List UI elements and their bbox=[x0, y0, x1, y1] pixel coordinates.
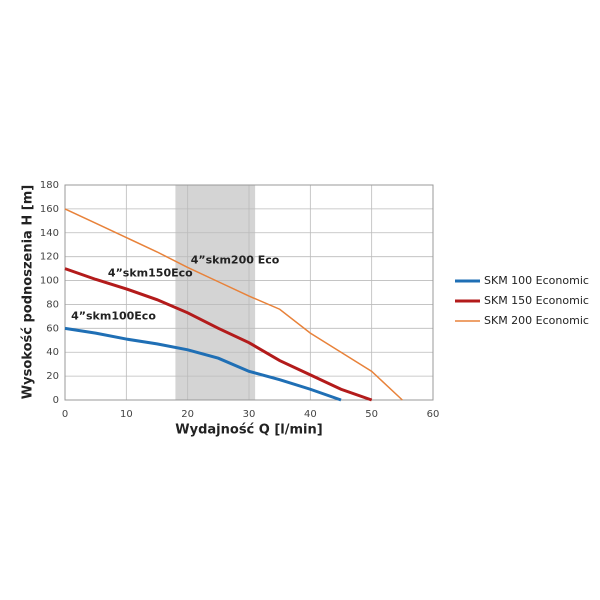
legend-label: SKM 100 Economic bbox=[484, 274, 589, 287]
x-tick-label: 0 bbox=[62, 409, 68, 420]
legend-label: SKM 200 Economic bbox=[484, 314, 589, 327]
y-tick-label: 60 bbox=[46, 323, 59, 334]
x-tick-label: 20 bbox=[181, 409, 194, 420]
y-tick-label: 180 bbox=[40, 180, 59, 191]
series-line bbox=[64, 267, 373, 402]
x-tick-label: 40 bbox=[304, 409, 317, 420]
legend-label: SKM 150 Economic bbox=[484, 294, 589, 307]
x-axis-title: Wydajność Q [l/min] bbox=[175, 423, 322, 438]
y-axis-title: Wysokość podnoszenia H [m] bbox=[21, 185, 36, 399]
x-tick-label: 10 bbox=[120, 409, 133, 420]
annotation: 4”skm100Eco bbox=[71, 309, 156, 322]
y-tick-label: 140 bbox=[40, 228, 59, 239]
y-tick-label: 120 bbox=[40, 252, 59, 263]
x-tick-label: 50 bbox=[365, 409, 378, 420]
y-tick-label: 20 bbox=[46, 371, 59, 382]
series-line bbox=[64, 326, 342, 402]
annotation: 4”skm150Eco bbox=[108, 266, 193, 279]
y-tick-label: 80 bbox=[46, 299, 59, 310]
annotation: 4”skm200 Eco bbox=[191, 253, 280, 266]
y-tick-label: 160 bbox=[40, 204, 59, 215]
x-tick-label: 60 bbox=[427, 409, 440, 420]
y-tick-label: 0 bbox=[53, 395, 59, 406]
y-tick-label: 100 bbox=[40, 276, 59, 287]
x-tick-label: 30 bbox=[243, 409, 256, 420]
y-tick-label: 40 bbox=[46, 347, 59, 358]
series-line bbox=[64, 208, 403, 401]
plot-frame bbox=[64, 184, 434, 401]
